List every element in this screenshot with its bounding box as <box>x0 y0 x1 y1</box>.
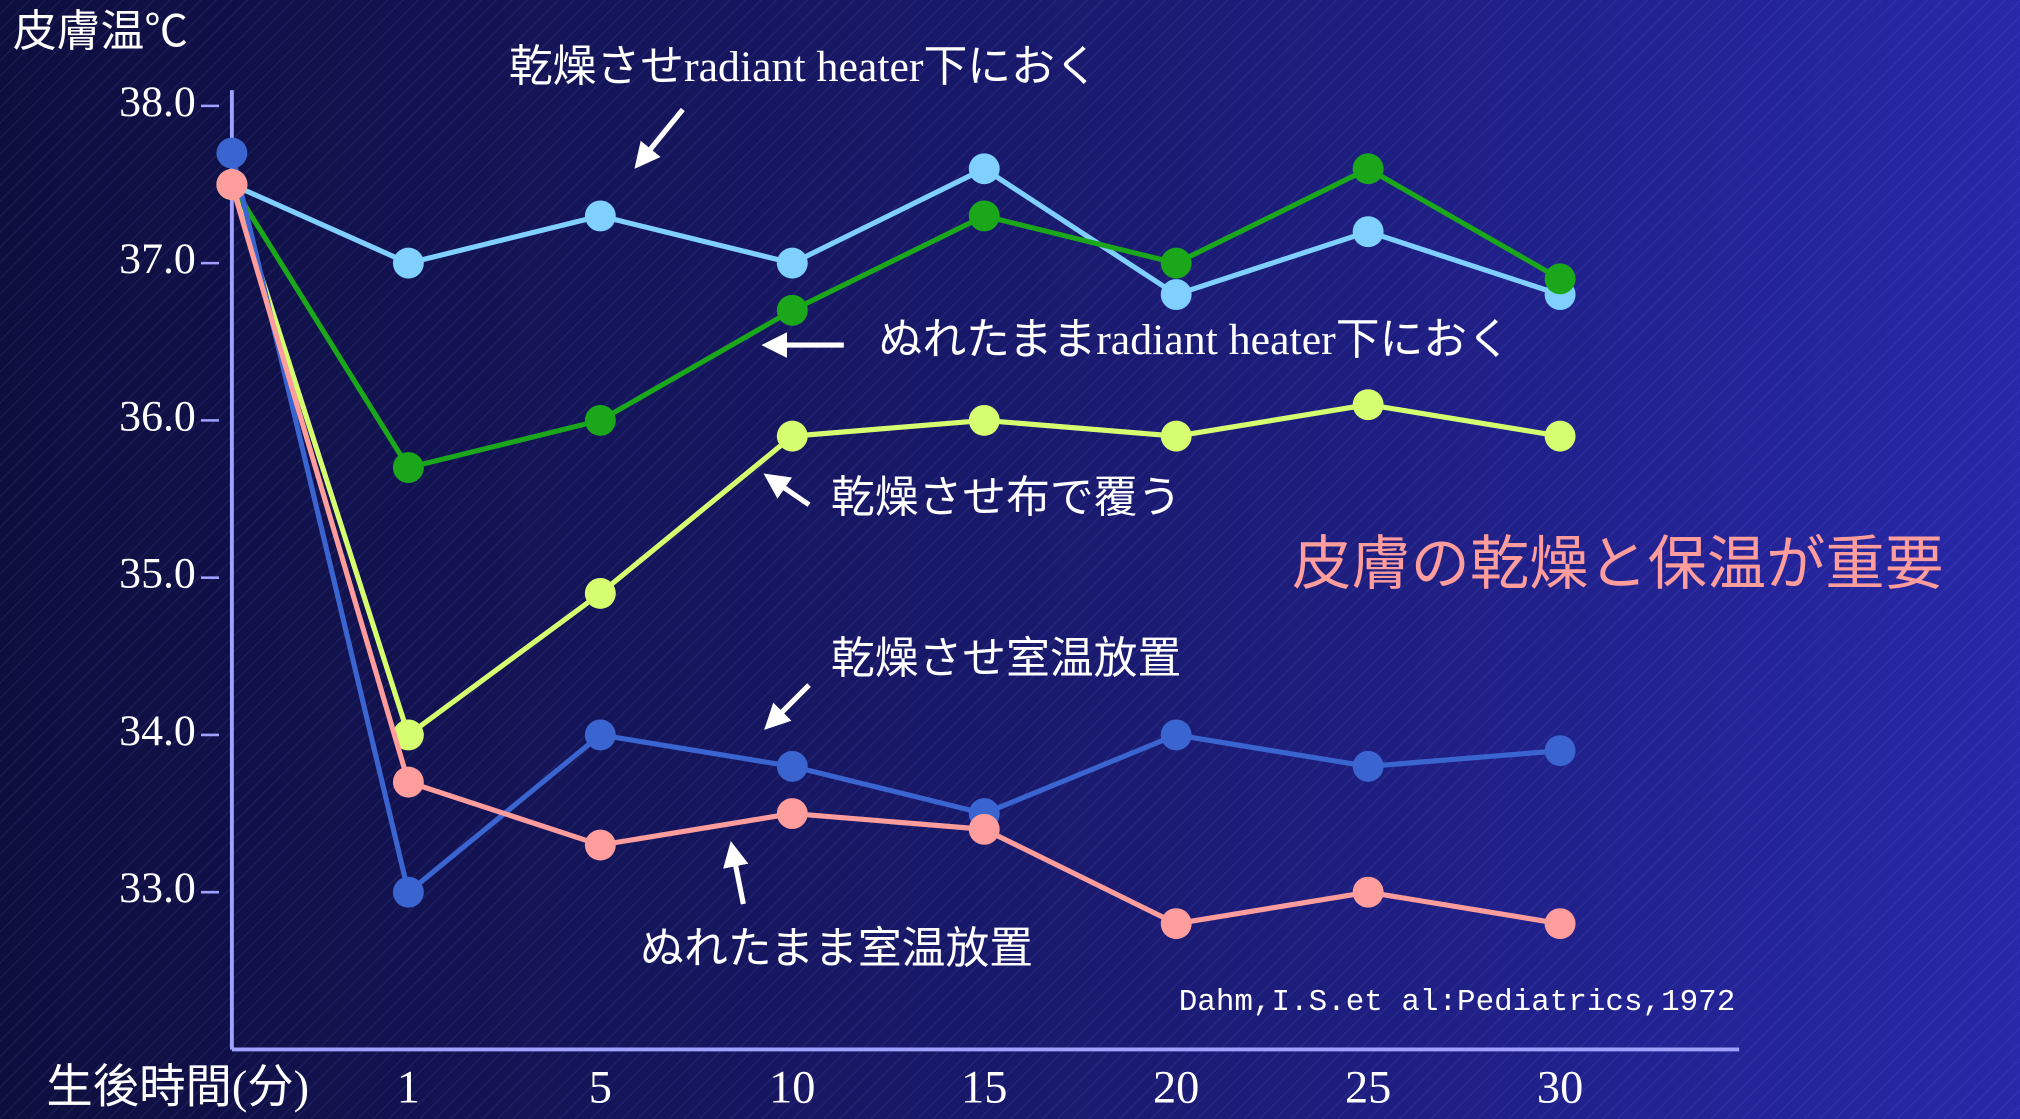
y-tick-label: 36.0 <box>119 392 196 440</box>
data-point <box>584 577 616 609</box>
series-label: 乾燥させradiant heater下におく <box>509 43 1099 91</box>
y-axis-label: 皮膚温℃ <box>13 8 188 56</box>
arrow <box>763 473 811 507</box>
data-point <box>776 798 808 830</box>
x-tick-label: 25 <box>1345 1063 1391 1114</box>
data-point <box>216 137 248 169</box>
data-point <box>1160 247 1192 279</box>
data-point <box>968 153 1000 185</box>
x-tick-label: 1 <box>397 1063 420 1114</box>
arrow <box>634 107 685 169</box>
data-point <box>392 452 424 484</box>
arrow <box>723 840 749 905</box>
series-label: ぬれたまま室温放置 <box>640 924 1033 973</box>
data-point <box>584 404 616 436</box>
y-tick-label: 37.0 <box>119 235 196 283</box>
data-point <box>216 169 248 200</box>
series-label: 乾燥させ布で覆う <box>831 474 1181 522</box>
x-tick-label: 10 <box>769 1063 815 1114</box>
data-point <box>584 200 616 232</box>
arrow <box>764 683 811 730</box>
data-point <box>1352 750 1384 782</box>
data-point <box>584 719 616 751</box>
y-tick-label: 33.0 <box>119 864 196 912</box>
annotation: 皮膚の乾燥と保温が重要 <box>1292 531 1944 597</box>
x-tick-label: 30 <box>1537 1063 1583 1114</box>
data-point <box>776 247 808 279</box>
data-point <box>1352 153 1384 185</box>
data-point <box>776 294 808 326</box>
source: Dahm,I.S.et al:Pediatrics,1972 <box>1179 985 1736 1020</box>
series-label: 乾燥させ室温放置 <box>831 634 1181 683</box>
data-point <box>392 719 424 751</box>
y-tick-label: 38.0 <box>119 78 196 126</box>
data-point <box>1544 263 1576 295</box>
x-tick-label: 20 <box>1153 1063 1199 1114</box>
data-point <box>392 766 424 798</box>
data-point <box>968 404 1000 436</box>
series-line <box>229 152 1561 897</box>
data-point <box>1544 908 1576 940</box>
data-point <box>1352 876 1384 908</box>
data-point <box>968 813 1000 845</box>
series-line <box>230 165 1561 298</box>
data-point <box>1160 908 1192 940</box>
data-point <box>584 829 616 861</box>
data-point <box>1352 389 1384 421</box>
y-tick-label: 35.0 <box>119 550 196 598</box>
data-point <box>1160 719 1192 751</box>
data-point <box>1544 420 1576 452</box>
data-point <box>1544 735 1576 767</box>
x-axis-label: 生後時間(分) <box>46 1063 309 1114</box>
data-point <box>1160 279 1192 311</box>
data-point <box>392 876 424 908</box>
series-label: ぬれたままradiant heater下におく <box>879 316 1511 364</box>
data-point <box>392 247 424 279</box>
series-line <box>229 165 1562 471</box>
data-point <box>1352 216 1384 248</box>
series-line <box>229 183 1561 927</box>
y-tick-label: 34.0 <box>119 707 196 755</box>
data-point <box>776 750 808 782</box>
data-point <box>1160 420 1192 452</box>
x-tick-label: 15 <box>961 1063 1007 1114</box>
data-point <box>776 420 808 452</box>
x-tick-label: 5 <box>589 1063 612 1114</box>
series-line <box>229 183 1561 740</box>
data-point <box>968 200 1000 232</box>
